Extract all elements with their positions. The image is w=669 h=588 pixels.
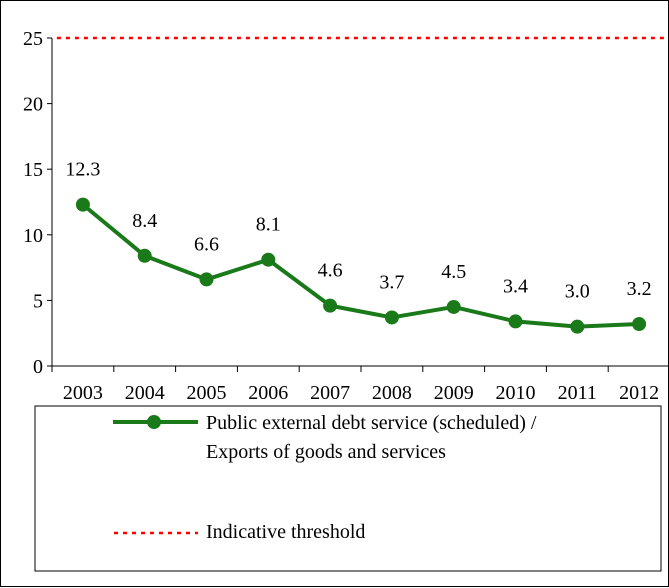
data-point: [323, 298, 338, 313]
data-label: 3.0: [565, 281, 590, 303]
data-label: 3.2: [627, 278, 652, 300]
x-tick-label: 2007: [310, 382, 350, 404]
data-label: 3.4: [503, 275, 528, 297]
x-tick-label: 2006: [248, 382, 288, 404]
data-point: [632, 317, 647, 332]
data-label: 8.1: [256, 214, 281, 236]
debt-service-series: [75, 197, 647, 334]
data-point: [446, 299, 461, 314]
data-label: 4.6: [318, 260, 343, 282]
data-point: [75, 197, 90, 212]
data-labels: 12.3 8.4 6.6 8.1 4.6 3.7 4.5 3.4 3.0 3.2: [65, 159, 651, 303]
x-tick-label: 2005: [187, 382, 227, 404]
x-tick-label: 2004: [125, 382, 165, 404]
x-tick-label: 2003: [63, 382, 103, 404]
y-tick-label: 10: [23, 225, 43, 247]
data-point: [508, 314, 523, 329]
axes: 0 5 10 15 20 25 2003 2004 2005 2006 2007 2008 2009 20…: [23, 28, 669, 404]
legend: Public external debt service (scheduled)…: [34, 405, 662, 572]
x-tick-label: 2008: [372, 382, 412, 404]
x-tick-label: 2009: [434, 382, 474, 404]
legend-label-debt: Public external debt service (scheduled)…: [206, 412, 537, 434]
legend-marker-debt: [147, 415, 161, 429]
data-label: 8.4: [132, 210, 157, 232]
data-label: 12.3: [65, 159, 100, 181]
data-label: 3.7: [379, 271, 404, 293]
data-point: [570, 319, 585, 334]
y-tick-label: 0: [33, 356, 43, 378]
legend-box: [34, 405, 662, 572]
data-label: 6.6: [194, 233, 219, 255]
data-label: 4.5: [441, 261, 466, 283]
x-tick-label: 2011: [558, 382, 597, 404]
y-tick-label: 25: [23, 28, 43, 50]
data-point: [199, 272, 214, 287]
data-point: [261, 252, 276, 267]
series-line: [81, 203, 640, 329]
x-tick-label: 2010: [496, 382, 536, 404]
data-point: [137, 248, 152, 263]
y-tick-label: 20: [23, 94, 43, 116]
y-tick-label: 5: [33, 290, 43, 312]
data-point: [384, 310, 399, 325]
y-tick-label: 15: [23, 159, 43, 181]
legend-label-debt: Exports of goods and services: [206, 441, 446, 463]
legend-label-threshold: Indicative threshold: [206, 521, 365, 543]
x-tick-label: 2012: [619, 382, 659, 404]
